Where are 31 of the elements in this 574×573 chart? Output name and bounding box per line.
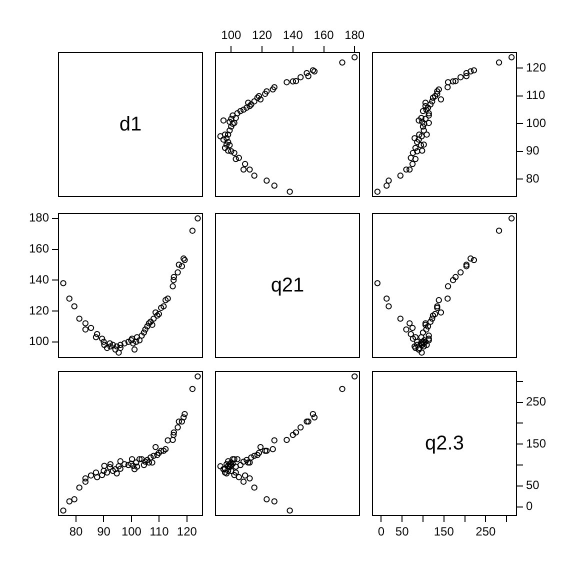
y-tick-label: 150: [526, 436, 546, 450]
y-tick-label: 110: [526, 88, 546, 102]
x-tick-label: 140: [282, 28, 304, 42]
y-tick-label: 100: [28, 334, 50, 348]
y-tick-label: 120: [28, 303, 50, 318]
x-tick-label: 50: [395, 524, 410, 539]
x-tick-label: 90: [97, 524, 111, 539]
y-tick-label: 250: [526, 394, 546, 409]
y-tick-label: 180: [28, 210, 50, 225]
y-tick-label: 160: [28, 242, 50, 256]
y-tick-label: 80: [526, 171, 540, 186]
text: q21: [270, 274, 304, 297]
x-tick-label: 100: [221, 28, 242, 42]
x-tick-label: 160: [314, 28, 334, 42]
x-tick-label: 110: [150, 524, 170, 539]
x-tick-label: 120: [176, 524, 198, 539]
y-tick-label: 50: [526, 478, 540, 492]
y-tick-label: 140: [28, 272, 50, 286]
x-tick-label: 120: [252, 28, 272, 42]
x-tick-label: 150: [434, 524, 454, 539]
text: d1: [119, 113, 142, 136]
y-tick-label: 100: [526, 116, 546, 130]
text: q2.3: [425, 432, 464, 455]
x-tick-label: 180: [344, 28, 365, 42]
y-tick-label: 90: [526, 144, 540, 158]
y-tick-label: 120: [526, 60, 546, 74]
x-tick-label: 250: [476, 524, 496, 539]
y-tick-label: 0: [526, 499, 533, 514]
x-tick-label: 80: [69, 524, 84, 539]
x-tick-label: 100: [121, 524, 142, 539]
x-tick-label: 0: [378, 524, 385, 539]
